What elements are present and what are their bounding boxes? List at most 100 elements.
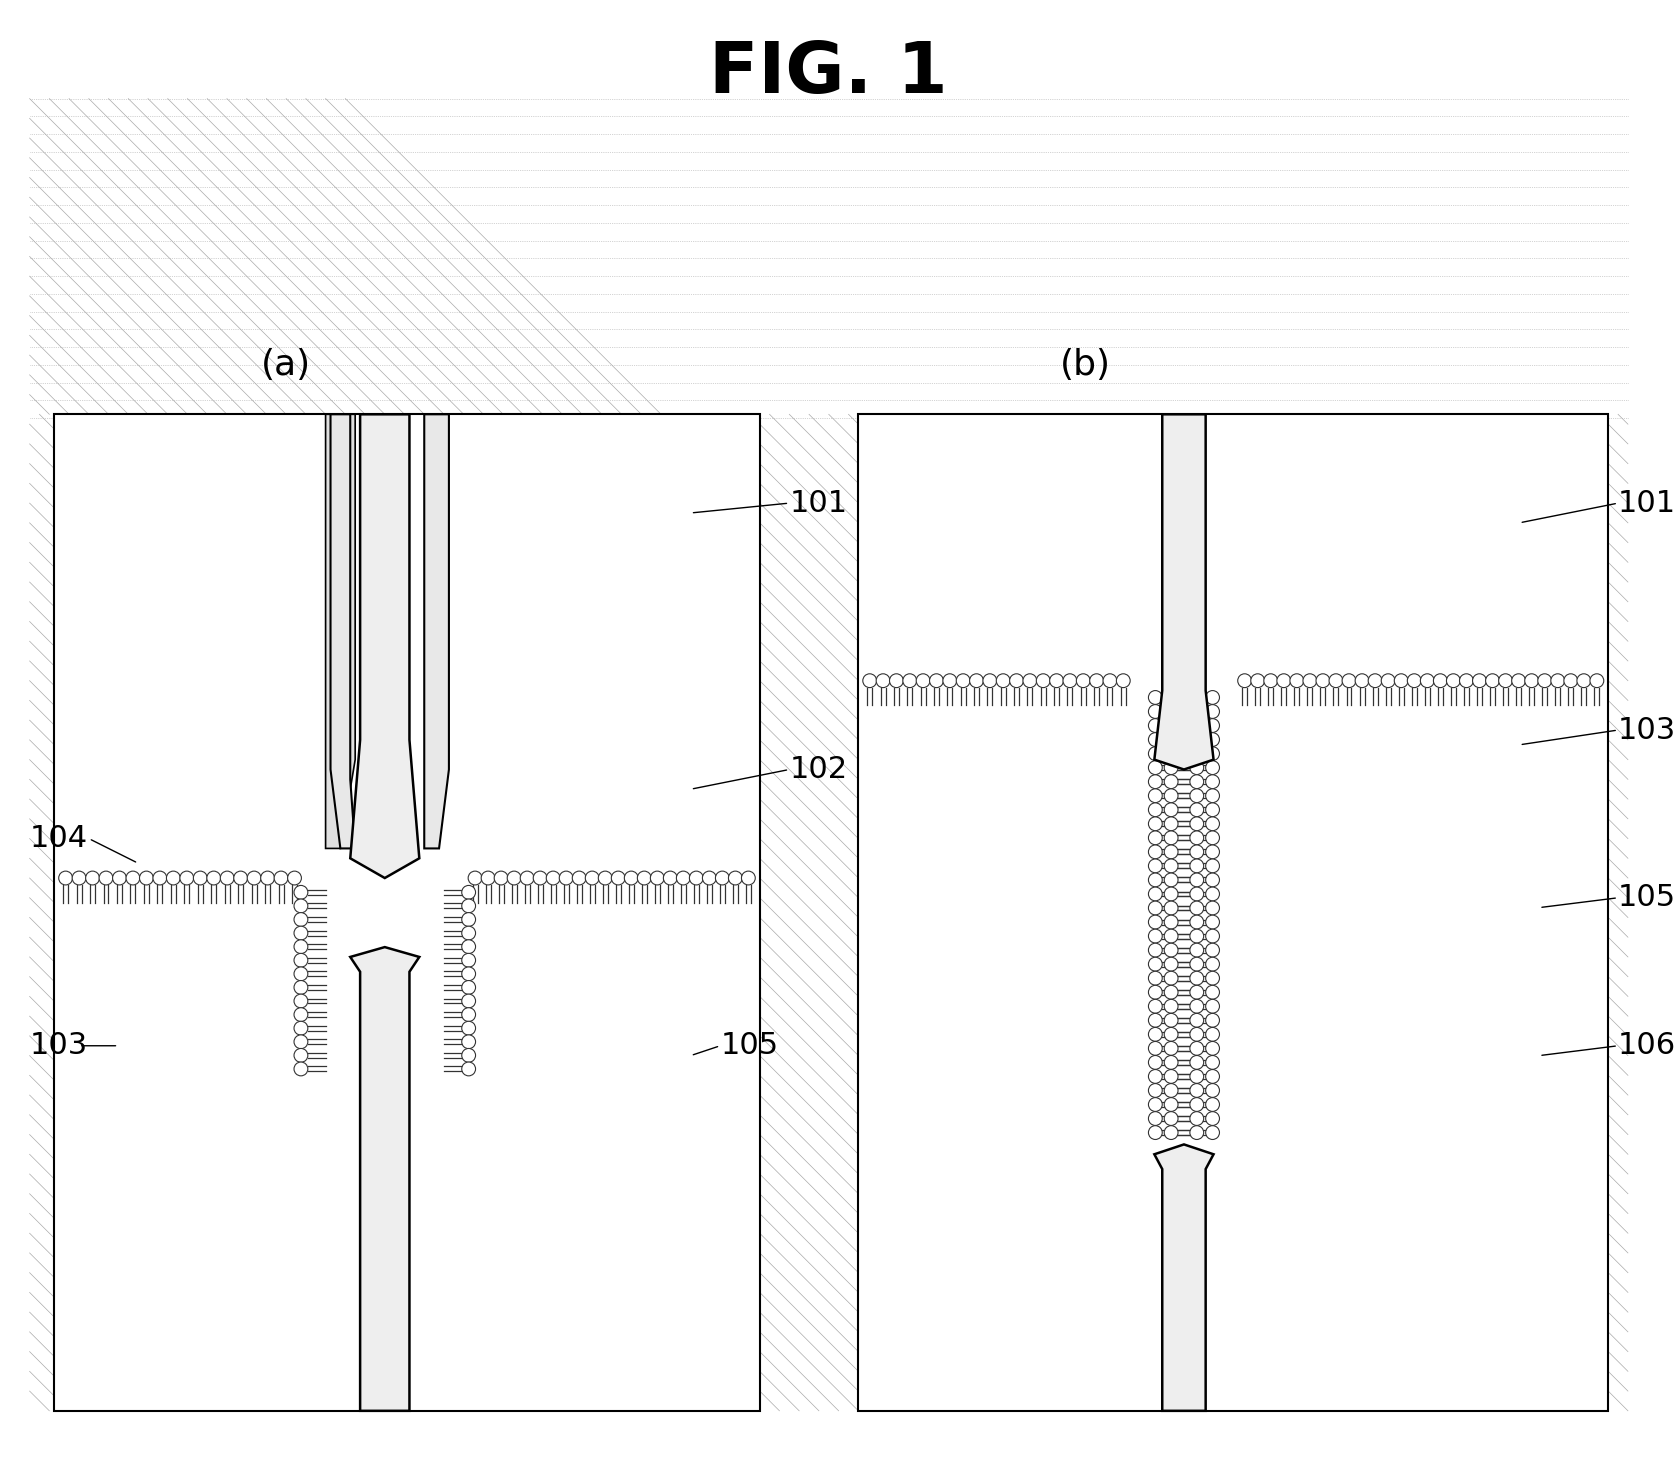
- Circle shape: [467, 872, 482, 885]
- Text: (a): (a): [260, 349, 311, 382]
- Circle shape: [1147, 803, 1161, 816]
- Circle shape: [1263, 674, 1277, 687]
- Circle shape: [180, 872, 193, 885]
- Circle shape: [1250, 674, 1263, 687]
- Circle shape: [1537, 674, 1551, 687]
- Bar: [858, 415, 1608, 1411]
- Circle shape: [1147, 788, 1161, 803]
- Circle shape: [1189, 1014, 1203, 1027]
- Circle shape: [1205, 775, 1218, 788]
- Circle shape: [1205, 803, 1218, 816]
- Circle shape: [1164, 747, 1178, 760]
- Circle shape: [1164, 690, 1178, 705]
- Text: 103: 103: [30, 1031, 87, 1061]
- Text: FIG. 1: FIG. 1: [709, 40, 948, 108]
- Circle shape: [1164, 1055, 1178, 1069]
- Circle shape: [1205, 1084, 1218, 1097]
- Circle shape: [1524, 674, 1537, 687]
- Circle shape: [462, 980, 475, 995]
- Circle shape: [1147, 986, 1161, 999]
- Circle shape: [1205, 690, 1218, 705]
- Circle shape: [1551, 674, 1564, 687]
- Circle shape: [1048, 674, 1063, 687]
- Circle shape: [294, 939, 307, 954]
- Circle shape: [1147, 705, 1161, 718]
- Polygon shape: [326, 415, 354, 848]
- Circle shape: [1147, 1027, 1161, 1042]
- Circle shape: [1205, 831, 1218, 845]
- Circle shape: [1205, 817, 1218, 831]
- Circle shape: [1147, 943, 1161, 957]
- Circle shape: [1205, 929, 1218, 943]
- Circle shape: [1102, 674, 1116, 687]
- Circle shape: [1189, 858, 1203, 873]
- Circle shape: [1277, 674, 1290, 687]
- Circle shape: [462, 913, 475, 926]
- Circle shape: [1576, 674, 1589, 687]
- Circle shape: [1164, 845, 1178, 858]
- Circle shape: [1189, 1069, 1203, 1083]
- Circle shape: [294, 900, 307, 913]
- Circle shape: [996, 674, 1010, 687]
- Circle shape: [294, 1049, 307, 1062]
- Circle shape: [571, 872, 586, 885]
- Circle shape: [969, 674, 983, 687]
- Circle shape: [462, 885, 475, 900]
- Circle shape: [1164, 1027, 1178, 1042]
- Circle shape: [1164, 858, 1178, 873]
- Circle shape: [1189, 705, 1203, 718]
- Circle shape: [862, 674, 875, 687]
- Circle shape: [1205, 901, 1218, 916]
- Circle shape: [1205, 858, 1218, 873]
- Circle shape: [1499, 674, 1512, 687]
- Circle shape: [519, 872, 534, 885]
- Circle shape: [294, 967, 307, 980]
- Circle shape: [1205, 788, 1218, 803]
- Circle shape: [1189, 775, 1203, 788]
- Circle shape: [1205, 719, 1218, 732]
- Circle shape: [126, 872, 139, 885]
- Circle shape: [702, 872, 716, 885]
- Circle shape: [1147, 719, 1161, 732]
- Circle shape: [1189, 803, 1203, 816]
- Circle shape: [462, 1049, 475, 1062]
- Circle shape: [1164, 760, 1178, 775]
- Circle shape: [462, 967, 475, 980]
- Circle shape: [1147, 1042, 1161, 1055]
- Text: 105: 105: [719, 1031, 778, 1061]
- Circle shape: [1147, 1125, 1161, 1140]
- Circle shape: [1147, 971, 1161, 984]
- Circle shape: [1189, 929, 1203, 943]
- Circle shape: [1164, 1042, 1178, 1055]
- Circle shape: [585, 872, 598, 885]
- Text: 101: 101: [1618, 489, 1675, 517]
- Circle shape: [1205, 1027, 1218, 1042]
- Circle shape: [1205, 732, 1218, 747]
- Circle shape: [1023, 674, 1037, 687]
- Circle shape: [650, 872, 664, 885]
- Circle shape: [1205, 760, 1218, 775]
- Circle shape: [1147, 817, 1161, 831]
- Circle shape: [1189, 845, 1203, 858]
- Circle shape: [294, 995, 307, 1008]
- Circle shape: [507, 872, 521, 885]
- Circle shape: [1189, 1125, 1203, 1140]
- Circle shape: [462, 1021, 475, 1036]
- Circle shape: [99, 872, 113, 885]
- Polygon shape: [349, 946, 418, 1411]
- Circle shape: [480, 872, 494, 885]
- Circle shape: [1205, 845, 1218, 858]
- Circle shape: [1589, 674, 1603, 687]
- Circle shape: [716, 872, 729, 885]
- Circle shape: [637, 872, 650, 885]
- Circle shape: [1329, 674, 1342, 687]
- Bar: [54, 415, 759, 1411]
- Circle shape: [294, 1062, 307, 1075]
- Circle shape: [294, 1008, 307, 1021]
- Text: 101: 101: [790, 489, 847, 517]
- Circle shape: [1205, 1112, 1218, 1125]
- Circle shape: [166, 872, 180, 885]
- Circle shape: [1236, 674, 1252, 687]
- Circle shape: [1341, 674, 1356, 687]
- Circle shape: [1147, 957, 1161, 971]
